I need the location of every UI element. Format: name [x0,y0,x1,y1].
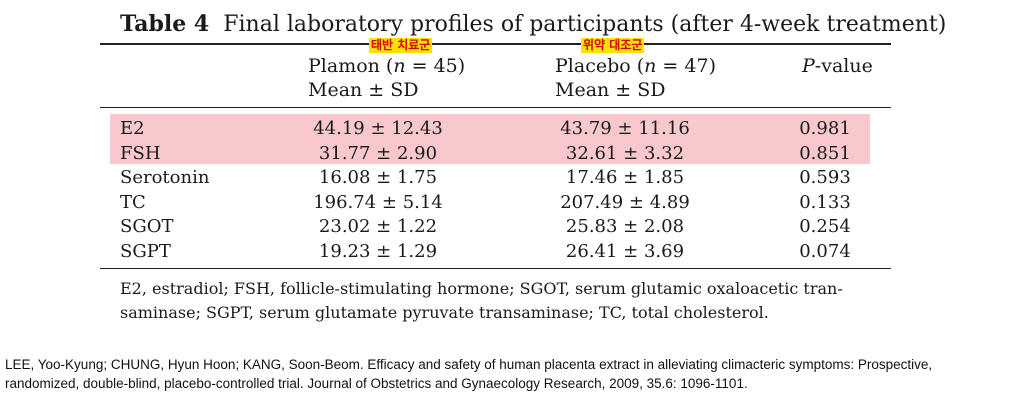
table-footnote: E2, estradiol; FSH, follicle-stimulating… [120,277,843,325]
plamon-column-header: Plamon (n = 45) Mean ± SD [308,55,466,101]
p-value: 0.133 [799,191,851,213]
row-label: SGPT [120,240,171,262]
bottom-rule [100,268,891,269]
plamon-value: 16.08 ± 1.75 [318,167,438,188]
plamon-value: 31.77 ± 2.90 [318,142,438,164]
plamon-value: 23.02 ± 1.22 [318,216,438,237]
placebo-value: 32.61 ± 3.32 [565,142,685,164]
p-value: 0.981 [799,118,851,139]
header-rule [100,107,891,108]
plamon-annotation: 태반 치료군 [369,38,433,53]
p-value: 0.851 [799,142,851,164]
citation: LEE, Yoo-Kyung; CHUNG, Hyun Hoon; KANG, … [5,355,932,393]
table-title: Table 4 Final laboratory profiles of par… [120,11,946,37]
citation-line: LEE, Yoo-Kyung; CHUNG, Hyun Hoon; KANG, … [5,357,933,372]
row-label: SGOT [120,216,174,237]
placebo-subheader: Mean ± SD [555,79,666,101]
highlight-band [110,114,870,164]
plamon-value: 19.23 ± 1.29 [318,240,438,262]
footnote-line: E2, estradiol; FSH, follicle-stimulating… [120,279,843,298]
citation-line: randomized, double-blind, placebo-contro… [5,376,748,391]
top-rule [100,43,891,45]
p-value: 0.593 [799,167,851,188]
table-label: Table 4 [120,11,210,37]
pvalue-column-header: P-value [802,55,873,77]
table-caption: Final laboratory profiles of participant… [223,12,947,37]
placebo-column-header: Placebo (n = 47) Mean ± SD [555,55,716,101]
row-label: TC [120,191,146,213]
placebo-annotation: 위약 대조군 [581,38,645,53]
plamon-value: 44.19 ± 12.43 [313,118,443,139]
placebo-value: 17.46 ± 1.85 [565,167,685,188]
placebo-value: 207.49 ± 4.89 [560,191,690,213]
p-value: 0.254 [799,216,851,237]
row-label: E2 [120,118,145,139]
placebo-value: 43.79 ± 11.16 [560,118,690,139]
p-value: 0.074 [799,240,851,262]
plamon-subheader: Mean ± SD [308,79,419,101]
row-label: FSH [120,142,161,164]
row-label: Serotonin [120,167,210,188]
footnote-line: saminase; SGPT, serum glutamate pyruvate… [120,303,769,322]
placebo-value: 26.41 ± 3.69 [565,240,685,262]
placebo-value: 25.83 ± 2.08 [565,216,685,237]
plamon-value: 196.74 ± 5.14 [313,191,443,213]
